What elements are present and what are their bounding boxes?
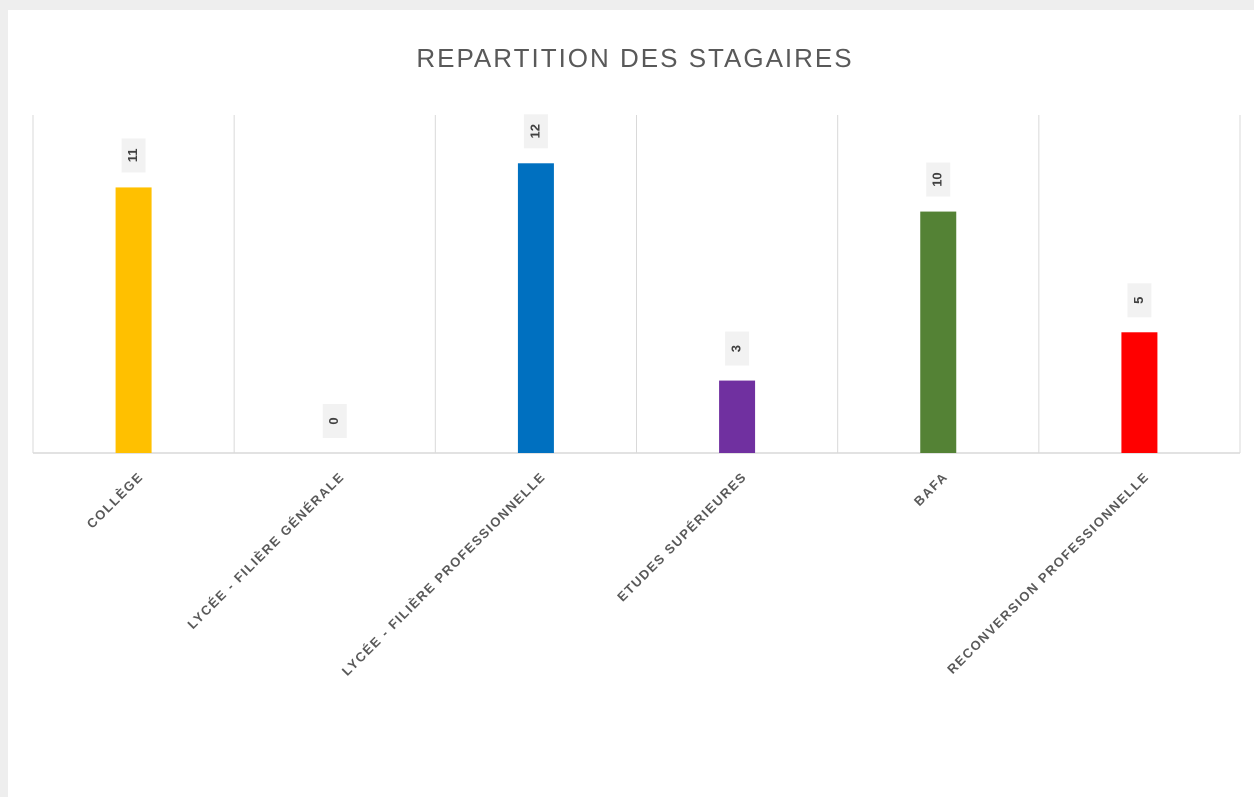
bar (920, 211, 957, 453)
value-label: 5 (1131, 297, 1146, 304)
chart-background (8, 10, 1254, 797)
value-label-box (322, 404, 347, 438)
bar (517, 163, 554, 454)
chart-title: REPARTITION DES STAGAIRES (416, 43, 853, 73)
bar (719, 380, 756, 453)
value-label: 12 (527, 124, 542, 138)
value-label-box (523, 114, 548, 149)
value-label: 0 (326, 417, 341, 424)
value-label-box (926, 162, 951, 197)
bar (115, 187, 152, 453)
value-label: 10 (930, 172, 945, 186)
bar (1121, 332, 1158, 453)
value-label: 3 (729, 345, 744, 352)
value-label-box (121, 138, 146, 173)
value-label-box (725, 331, 750, 366)
value-label-box (1127, 283, 1152, 318)
value-label: 11 (125, 149, 140, 163)
